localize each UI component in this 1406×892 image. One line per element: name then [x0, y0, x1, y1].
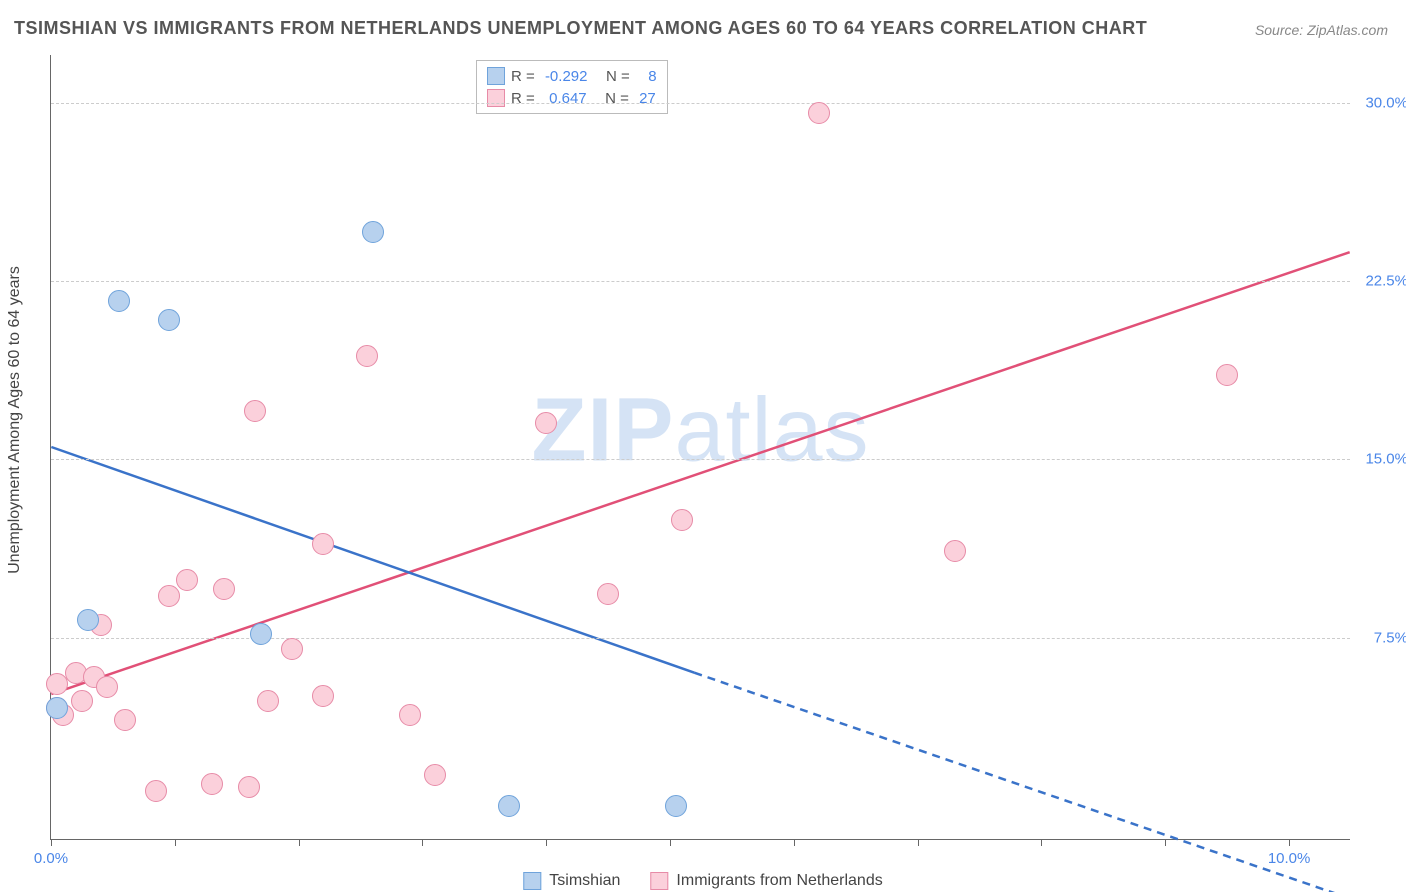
gridline: [51, 281, 1350, 282]
point-pink: [176, 569, 198, 591]
point-pink: [399, 704, 421, 726]
legend-label-blue: Tsimshian: [549, 872, 620, 890]
point-pink: [145, 780, 167, 802]
point-blue: [46, 697, 68, 719]
x-tick: [1041, 839, 1042, 846]
point-pink: [671, 509, 693, 531]
point-pink: [281, 638, 303, 660]
point-pink: [808, 102, 830, 124]
x-tick-label: 10.0%: [1268, 850, 1311, 867]
point-pink: [96, 676, 118, 698]
y-tick-label: 15.0%: [1365, 451, 1406, 468]
point-blue: [77, 609, 99, 631]
n-value-blue: 8: [640, 68, 657, 85]
y-tick-label: 7.5%: [1374, 629, 1406, 646]
point-pink: [201, 773, 223, 795]
point-blue: [665, 795, 687, 817]
legend-row-blue: R = -0.292 N = 8: [487, 65, 657, 87]
point-pink: [158, 585, 180, 607]
series-legend: Tsimshian Immigrants from Netherlands: [523, 872, 882, 890]
x-tick: [1165, 839, 1166, 846]
trend-line: [694, 673, 1349, 892]
x-tick: [1289, 839, 1290, 846]
n-value-pink: 27: [639, 90, 656, 107]
point-pink: [238, 776, 260, 798]
r-value-pink: 0.647: [545, 90, 587, 107]
y-tick-label: 30.0%: [1365, 94, 1406, 111]
y-axis-label: Unemployment Among Ages 60 to 64 years: [6, 266, 24, 574]
point-blue: [498, 795, 520, 817]
legend-label-pink: Immigrants from Netherlands: [676, 872, 882, 890]
chart-container: TSIMSHIAN VS IMMIGRANTS FROM NETHERLANDS…: [0, 0, 1406, 892]
x-tick: [794, 839, 795, 846]
trend-lines-svg: [51, 55, 1350, 839]
point-blue: [250, 623, 272, 645]
gridline: [51, 459, 1350, 460]
plot-area: ZIPatlas R = -0.292 N = 8 R = 0.647 N = …: [50, 55, 1350, 840]
point-pink: [1216, 364, 1238, 386]
gridline: [51, 638, 1350, 639]
point-pink: [257, 690, 279, 712]
trend-line: [51, 447, 694, 673]
point-blue: [362, 221, 384, 243]
point-blue: [108, 290, 130, 312]
point-pink: [114, 709, 136, 731]
swatch-blue: [487, 67, 505, 85]
gridline: [51, 103, 1350, 104]
point-pink: [244, 400, 266, 422]
x-tick: [670, 839, 671, 846]
n-label: N =: [593, 90, 633, 107]
y-tick-label: 22.5%: [1365, 272, 1406, 289]
x-tick: [51, 839, 52, 846]
point-pink: [71, 690, 93, 712]
source-label: Source: ZipAtlas.com: [1255, 22, 1388, 38]
x-tick: [175, 839, 176, 846]
point-blue: [158, 309, 180, 331]
x-tick-label: 0.0%: [34, 850, 68, 867]
point-pink: [356, 345, 378, 367]
point-pink: [424, 764, 446, 786]
trend-line: [51, 252, 1349, 694]
swatch-pink: [487, 89, 505, 107]
legend-item-blue: Tsimshian: [523, 872, 620, 890]
swatch-pink: [650, 872, 668, 890]
r-label: R =: [511, 68, 539, 85]
legend-item-pink: Immigrants from Netherlands: [650, 872, 882, 890]
correlation-legend: R = -0.292 N = 8 R = 0.647 N = 27: [476, 60, 668, 114]
r-label: R =: [511, 90, 539, 107]
x-tick: [918, 839, 919, 846]
point-pink: [944, 540, 966, 562]
chart-title: TSIMSHIAN VS IMMIGRANTS FROM NETHERLANDS…: [14, 18, 1147, 39]
n-label: N =: [593, 68, 633, 85]
x-tick: [422, 839, 423, 846]
r-value-blue: -0.292: [545, 68, 588, 85]
point-pink: [535, 412, 557, 434]
swatch-blue: [523, 872, 541, 890]
point-pink: [312, 533, 334, 555]
x-tick: [299, 839, 300, 846]
point-pink: [312, 685, 334, 707]
point-pink: [597, 583, 619, 605]
x-tick: [546, 839, 547, 846]
point-pink: [213, 578, 235, 600]
legend-row-pink: R = 0.647 N = 27: [487, 87, 657, 109]
